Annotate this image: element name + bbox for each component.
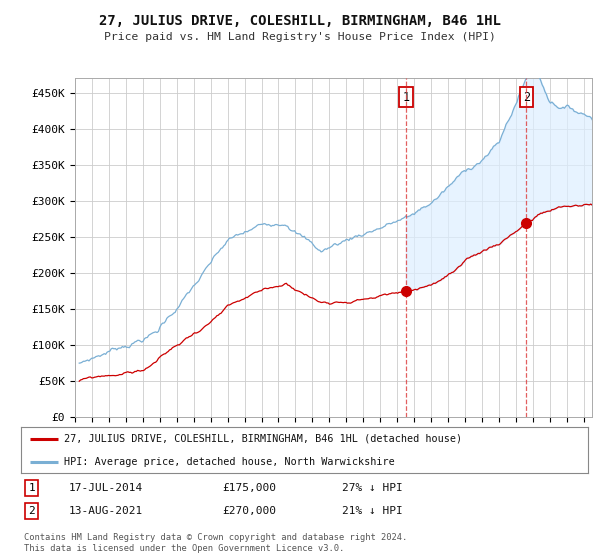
Text: 27, JULIUS DRIVE, COLESHILL, BIRMINGHAM, B46 1HL: 27, JULIUS DRIVE, COLESHILL, BIRMINGHAM,…: [99, 14, 501, 28]
Text: Contains HM Land Registry data © Crown copyright and database right 2024.
This d: Contains HM Land Registry data © Crown c…: [24, 533, 407, 553]
Text: 21% ↓ HPI: 21% ↓ HPI: [342, 506, 403, 516]
Text: £175,000: £175,000: [222, 483, 276, 493]
Text: 1: 1: [403, 91, 410, 104]
Text: 2: 2: [28, 506, 35, 516]
Text: Price paid vs. HM Land Registry's House Price Index (HPI): Price paid vs. HM Land Registry's House …: [104, 32, 496, 43]
Text: £270,000: £270,000: [222, 506, 276, 516]
Text: 27% ↓ HPI: 27% ↓ HPI: [342, 483, 403, 493]
Text: HPI: Average price, detached house, North Warwickshire: HPI: Average price, detached house, Nort…: [64, 457, 394, 466]
Text: 1: 1: [28, 483, 35, 493]
Text: 17-JUL-2014: 17-JUL-2014: [69, 483, 143, 493]
Text: 27, JULIUS DRIVE, COLESHILL, BIRMINGHAM, B46 1HL (detached house): 27, JULIUS DRIVE, COLESHILL, BIRMINGHAM,…: [64, 434, 461, 444]
Text: 2: 2: [523, 91, 530, 104]
Text: 13-AUG-2021: 13-AUG-2021: [69, 506, 143, 516]
